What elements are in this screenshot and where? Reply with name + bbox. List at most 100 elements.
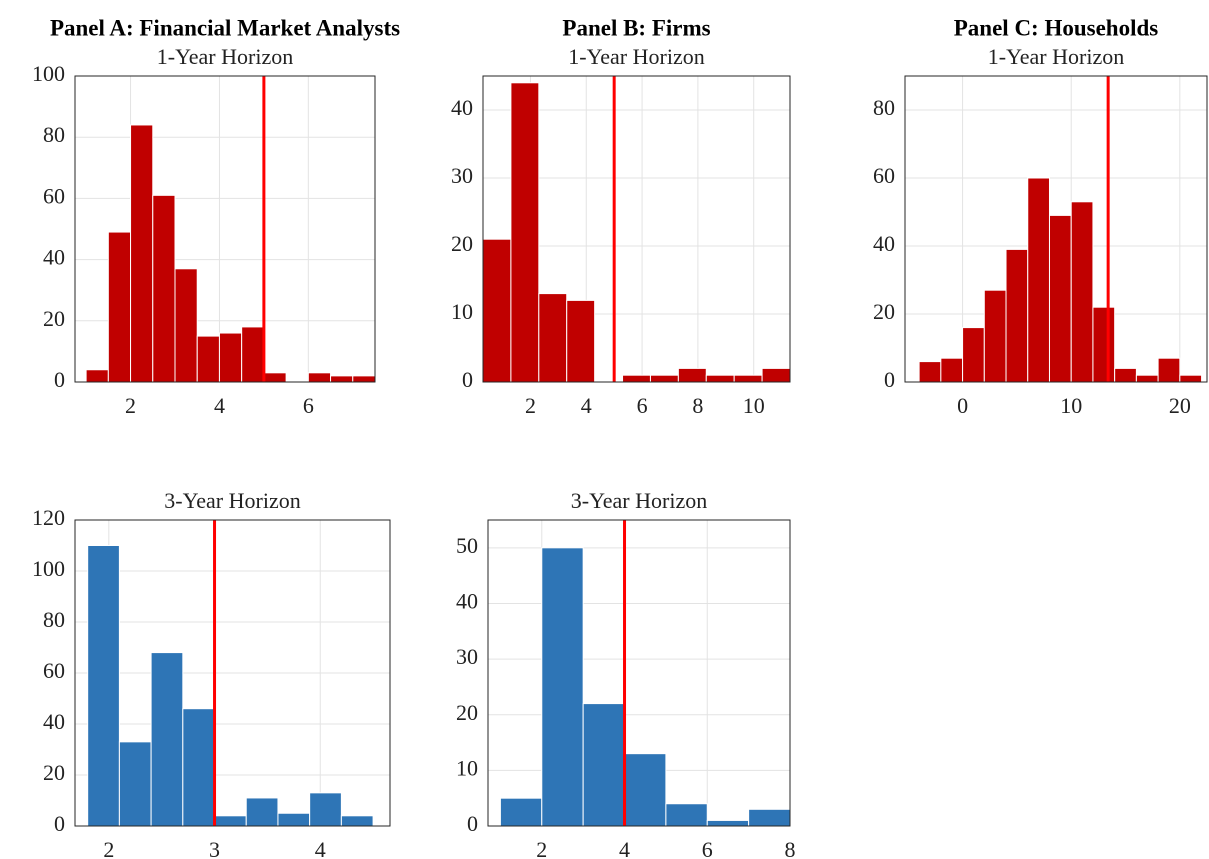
bar	[1135, 374, 1159, 383]
axes-box	[482, 75, 791, 383]
y-tick-label: 20	[43, 760, 65, 785]
bar	[307, 372, 332, 383]
bar	[1070, 201, 1094, 383]
x-tick-label: 0	[957, 393, 968, 418]
y-tick-label: 0	[54, 811, 65, 836]
x-tick-label: 8	[692, 393, 703, 418]
bar	[196, 335, 220, 383]
x-tick-label: 4	[214, 393, 225, 418]
x-tick-label: 2	[103, 837, 114, 859]
x-tick-label: 6	[702, 837, 713, 859]
bar	[962, 327, 985, 383]
bar	[1048, 214, 1072, 383]
subtitle: 3-Year Horizon	[571, 488, 707, 513]
bar	[918, 361, 942, 383]
x-tick-label: 8	[785, 837, 796, 859]
chart-panel: 0 20 40 60 80 100 120 2 3 4 3-Year Horizon	[32, 488, 391, 859]
y-tick-label: 20	[451, 231, 473, 256]
subtitle: 1-Year Horizon	[568, 44, 704, 69]
bar	[87, 545, 120, 827]
bar	[330, 375, 354, 383]
bar	[649, 374, 679, 383]
bar	[499, 797, 543, 827]
x-tick-label: 2	[536, 837, 547, 859]
bar	[277, 812, 311, 827]
y-tick-label: 20	[43, 306, 65, 331]
y-tick-label: 100	[32, 556, 65, 581]
bar	[705, 374, 735, 383]
bar	[482, 238, 512, 383]
subtitle: 3-Year Horizon	[164, 488, 300, 513]
y-tick-label: 50	[456, 533, 478, 558]
bar	[622, 374, 651, 383]
bar	[748, 808, 791, 827]
y-tick-label: 10	[456, 755, 478, 780]
bar	[940, 357, 964, 383]
bar	[130, 124, 154, 383]
bar	[1179, 374, 1203, 383]
chart-panel: 0 10 20 30 40 2 4 6 8 10 1-Year Horizon Panel B: Fi…	[451, 15, 791, 418]
y-tick-label: 40	[451, 95, 473, 120]
bar	[118, 741, 152, 827]
x-tick-label: 6	[637, 393, 648, 418]
x-tick-label: 6	[303, 393, 314, 418]
x-tick-label: 2	[525, 393, 536, 418]
chart-panel: 0 20 40 60 80 0 10 20 1-Year Horizon Panel C: Hou…	[873, 15, 1208, 418]
panel-title: Panel B: Firms	[562, 15, 710, 40]
x-tick-label: 10	[743, 393, 765, 418]
bar	[214, 815, 247, 827]
bar	[174, 268, 198, 383]
bar	[107, 231, 132, 383]
bar	[218, 332, 243, 383]
bar	[733, 374, 763, 383]
bar	[1114, 367, 1137, 383]
bar	[245, 797, 279, 827]
bar	[624, 753, 667, 827]
y-tick-label: 40	[873, 231, 895, 256]
y-tick-label: 80	[873, 95, 895, 120]
y-tick-label: 60	[43, 183, 65, 208]
y-tick-label: 120	[32, 505, 65, 530]
y-tick-label: 0	[884, 367, 895, 392]
y-tick-label: 40	[43, 245, 65, 270]
chart-panel: 0 20 40 60 80 100 2 4 6 1-Year Horizon Panel A: Fi…	[32, 15, 400, 418]
y-tick-label: 30	[451, 163, 473, 188]
x-tick-label: 2	[125, 393, 136, 418]
bar	[510, 82, 540, 383]
bar	[152, 194, 176, 383]
bar	[1092, 306, 1116, 383]
bar	[541, 547, 584, 827]
y-tick-label: 0	[54, 367, 65, 392]
bar	[150, 652, 184, 827]
y-tick-label: 30	[456, 644, 478, 669]
bar	[677, 367, 707, 383]
bar	[582, 703, 626, 827]
y-tick-label: 60	[43, 658, 65, 683]
y-tick-label: 100	[32, 61, 65, 86]
axes-box	[74, 519, 391, 827]
bar	[309, 792, 342, 827]
bar	[1027, 177, 1050, 383]
y-tick-label: 20	[456, 700, 478, 725]
y-tick-label: 10	[451, 299, 473, 324]
bar	[761, 367, 791, 383]
bar	[340, 815, 374, 827]
y-tick-label: 40	[456, 589, 478, 614]
axes-box	[487, 519, 791, 827]
x-tick-label: 10	[1060, 393, 1082, 418]
bar	[566, 299, 596, 383]
y-tick-label: 0	[462, 367, 473, 392]
y-tick-label: 80	[43, 607, 65, 632]
panel-title: Panel C: Households	[954, 15, 1159, 40]
subtitle: 1-Year Horizon	[988, 44, 1124, 69]
y-tick-label: 0	[467, 811, 478, 836]
bar	[983, 289, 1007, 383]
x-tick-label: 4	[581, 393, 592, 418]
y-tick-label: 20	[873, 299, 895, 324]
chart-panel: 0 10 20 30 40 50 2 4 6 8 3-Year Horizon	[456, 488, 796, 859]
bar	[241, 326, 265, 383]
y-tick-label: 40	[43, 709, 65, 734]
x-tick-label: 20	[1169, 393, 1191, 418]
bar	[85, 369, 109, 383]
